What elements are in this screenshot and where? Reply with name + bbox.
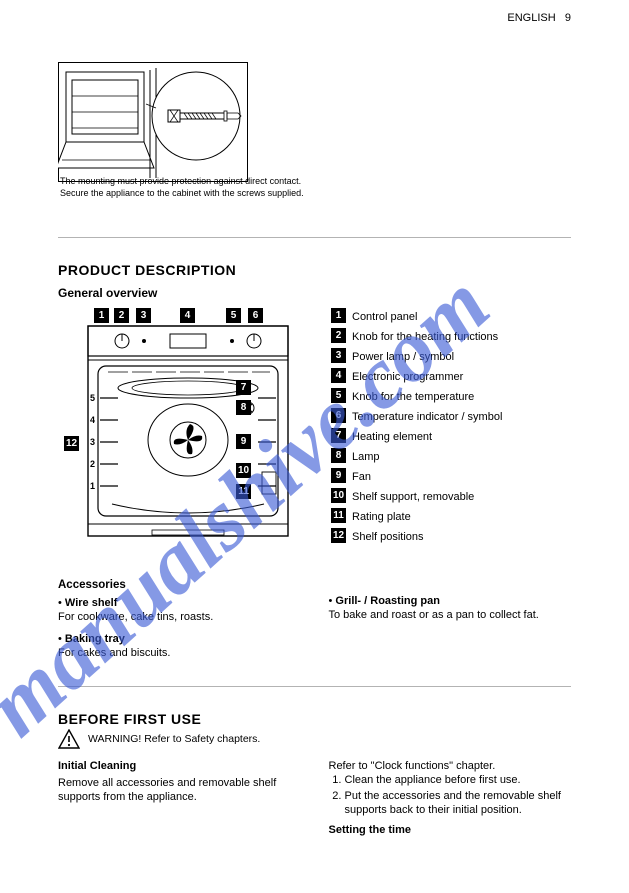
legend-label: Control panel xyxy=(352,308,571,326)
callout-8: 8 xyxy=(236,400,251,415)
accessory-item: • Baking tray For cakes and biscuits. xyxy=(58,632,301,660)
legend-row: 2 Knob for the heating functions xyxy=(331,328,571,346)
accessory-desc: For cookware, cake tins, roasts. xyxy=(58,611,213,623)
legend-num: 5 xyxy=(331,388,346,403)
svg-text:4: 4 xyxy=(90,415,95,425)
legend-row: 6 Temperature indicator / symbol xyxy=(331,408,571,426)
legend-num: 10 xyxy=(331,488,346,503)
callout-5: 5 xyxy=(226,308,241,323)
accessory-item: • Wire shelf For cookware, cake tins, ro… xyxy=(58,596,301,624)
oven-diagram: 5 4 3 2 1 xyxy=(58,308,303,558)
overview-title: General overview xyxy=(58,286,571,300)
legend-row: 9 Fan xyxy=(331,468,571,486)
legend-num: 9 xyxy=(331,468,346,483)
callout-4: 4 xyxy=(180,308,195,323)
initial-cleaning-body: Remove all accessories and removable she… xyxy=(58,776,301,804)
legend-label: Electronic programmer xyxy=(352,368,571,386)
svg-text:5: 5 xyxy=(90,393,95,403)
overview-diagram-column: 5 4 3 2 1 xyxy=(58,308,303,558)
step-item: Put the accessories and the removable sh… xyxy=(345,789,572,817)
legend-label: Knob for the heating functions xyxy=(352,328,571,346)
legend-row: 11 Rating plate xyxy=(331,508,571,526)
legend-row: 3 Power lamp / symbol xyxy=(331,348,571,366)
page-lang: ENGLISH xyxy=(507,12,555,24)
legend-label: Lamp xyxy=(352,448,571,466)
accessory-name: Wire shelf xyxy=(65,597,117,609)
legend-num: 1 xyxy=(331,308,346,323)
legend-num: 8 xyxy=(331,448,346,463)
callout-6: 6 xyxy=(248,308,263,323)
legend-row: 7 Heating element xyxy=(331,428,571,446)
legend-num: 6 xyxy=(331,408,346,423)
legend-label: Heating element xyxy=(352,428,571,446)
before-use-columns: Initial Cleaning Remove all accessories … xyxy=(58,759,571,840)
legend-num: 2 xyxy=(331,328,346,343)
legend-label: Temperature indicator / symbol xyxy=(352,408,571,426)
page: ENGLISH 9 xyxy=(0,0,629,893)
figure-note-line: The mounting must provide protection aga… xyxy=(60,175,560,187)
accessory-item: • Grill- / Roasting pan To bake and roas… xyxy=(329,594,572,622)
accessories-title: Accessories xyxy=(58,578,301,592)
legend-num: 7 xyxy=(331,428,346,443)
accessories: Accessories • Wire shelf For cookware, c… xyxy=(58,578,571,668)
callout-9: 9 xyxy=(236,434,251,449)
legend: 1 Control panel 2 Knob for the heating fun… xyxy=(331,308,571,546)
legend-row: 5 Knob for the temperature xyxy=(331,388,571,406)
section-before-first-use: BEFORE FIRST USE WARNING! Refer to Safet… xyxy=(58,686,571,840)
section-title: BEFORE FIRST USE xyxy=(58,711,571,727)
legend-label: Rating plate xyxy=(352,508,571,526)
warning-row: WARNING! Refer to Safety chapters. xyxy=(58,729,571,749)
svg-text:1: 1 xyxy=(90,481,95,491)
figure-note: The mounting must provide protection aga… xyxy=(60,175,560,199)
legend-row: 10 Shelf support, removable xyxy=(331,488,571,506)
legend-num: 11 xyxy=(331,508,346,523)
legend-label: Shelf positions xyxy=(352,528,571,546)
callout-11: 11 xyxy=(236,484,251,499)
clock-ref: Refer to "Clock functions" chapter. xyxy=(329,759,572,773)
legend-label: Shelf support, removable xyxy=(352,488,571,506)
legend-num: 12 xyxy=(331,528,346,543)
section-title: PRODUCT DESCRIPTION xyxy=(58,262,571,278)
legend-label: Power lamp / symbol xyxy=(352,348,571,366)
before-use-right: Refer to "Clock functions" chapter. Clea… xyxy=(329,759,572,840)
figure-note-line: Secure the appliance to the cabinet with… xyxy=(60,187,560,199)
overview-legend-column: 1 Control panel 2 Knob for the heating fun… xyxy=(331,308,571,558)
before-use-left: Initial Cleaning Remove all accessories … xyxy=(58,759,301,840)
legend-num: 4 xyxy=(331,368,346,383)
callout-3: 3 xyxy=(136,308,151,323)
accessory-name: Grill- / Roasting pan xyxy=(335,595,440,607)
steps-list: Clean the appliance before first use. Pu… xyxy=(329,773,572,817)
overview-two-col: 5 4 3 2 1 xyxy=(58,308,571,558)
callout-1: 1 xyxy=(94,308,109,323)
callout-10: 10 xyxy=(236,463,251,478)
legend-row: 12 Shelf positions xyxy=(331,528,571,546)
legend-label: Knob for the temperature xyxy=(352,388,571,406)
callout-12: 12 xyxy=(64,436,79,451)
rule xyxy=(58,686,571,687)
section-product-description: PRODUCT DESCRIPTION General overview xyxy=(58,237,571,668)
legend-row: 4 Electronic programmer xyxy=(331,368,571,386)
accessory-name: Baking tray xyxy=(65,633,125,645)
legend-row: 8 Lamp xyxy=(331,448,571,466)
callout-7: 7 xyxy=(236,380,251,395)
svg-text:2: 2 xyxy=(90,459,95,469)
legend-row: 1 Control panel xyxy=(331,308,571,326)
step-item: Clean the appliance before first use. xyxy=(345,773,572,787)
accessory-desc: To bake and roast or as a pan to collect… xyxy=(329,609,539,621)
legend-num: 3 xyxy=(331,348,346,363)
page-meta: ENGLISH 9 xyxy=(507,12,571,24)
callout-2: 2 xyxy=(114,308,129,323)
figure-mounting-screw xyxy=(58,62,248,182)
page-number: 9 xyxy=(565,12,571,24)
svg-text:3: 3 xyxy=(90,437,95,447)
rule xyxy=(58,237,571,238)
legend-label: Fan xyxy=(352,468,571,486)
warning-text: WARNING! Refer to Safety chapters. xyxy=(88,733,260,745)
accessory-desc: For cakes and biscuits. xyxy=(58,647,171,659)
warning-icon xyxy=(58,729,80,749)
initial-cleaning-title: Initial Cleaning xyxy=(58,759,301,773)
setting-time-title: Setting the time xyxy=(329,823,572,837)
